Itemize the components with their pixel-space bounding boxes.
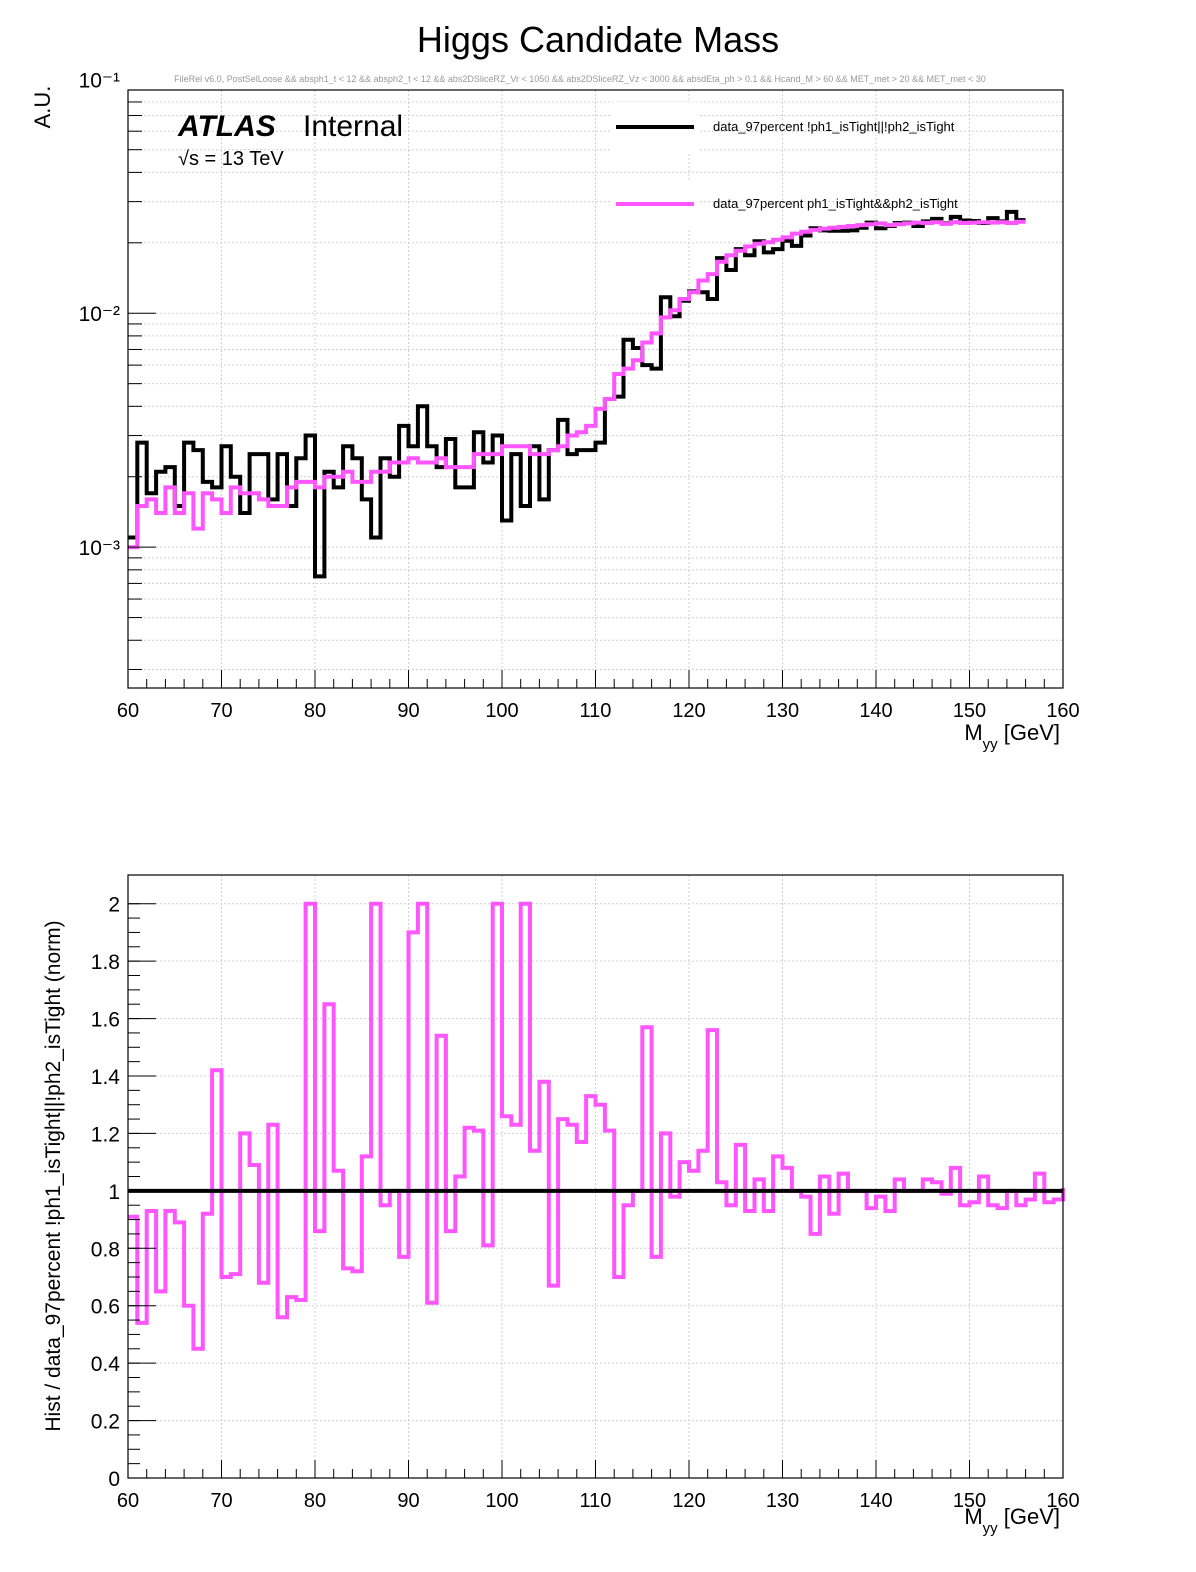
bottom-series-group [128, 901, 1065, 1351]
y-tick-label: 0 [108, 1468, 120, 1491]
x-tick-label: 110 [580, 1490, 612, 1512]
x-tick-label: 110 [580, 700, 612, 722]
x-tick-label: 150 [953, 1490, 986, 1512]
y-tick-label: 1.2 [91, 1123, 120, 1146]
series-line [128, 209, 1026, 579]
x-tick-label: 80 [304, 700, 326, 722]
top-grid [127, 89, 1064, 688]
x-tick-label: 120 [672, 1490, 705, 1512]
y-tick-label: 2 [108, 894, 120, 917]
energy-label: √s = 13 TeV [178, 148, 284, 170]
x-tick-label: 90 [397, 700, 419, 722]
x-tick-label: 60 [117, 1490, 139, 1512]
bottom-axes: 60 70 80 90 100 110 120 130 140 150 160 0 0.2 0.4 0.6 0… [91, 894, 1080, 1512]
chart-title: Higgs Candidate Mass [417, 19, 779, 60]
x-tick-label: 160 [1046, 1490, 1079, 1512]
y-tick-label: 0.6 [91, 1296, 120, 1319]
x-tick-label: 70 [210, 1490, 232, 1512]
series-line [128, 901, 1065, 1351]
atlas-label: ATLAS [177, 110, 276, 143]
y-tick-label: 10⁻³ [79, 537, 120, 560]
y-tick-label: 10⁻¹ [79, 69, 120, 92]
x-tick-label: 100 [485, 700, 518, 722]
x-tick-label: 100 [485, 1490, 518, 1512]
x-tick-label: 70 [210, 700, 232, 722]
top-axes: 60 70 80 90 100 110 120 130 140 150 160 10⁻³ 10⁻² 10⁻… [79, 69, 1080, 722]
x-tick-label: 160 [1046, 700, 1079, 722]
legend-label-comparison: data_97percent ph1_isTight&&ph2_isTight [713, 196, 958, 211]
top-y-label: A.U. [30, 86, 55, 129]
y-tick-label: 0.2 [91, 1411, 120, 1434]
x-tick-label: 140 [859, 1490, 892, 1512]
series-line [128, 219, 1026, 550]
y-tick-label: 1.6 [91, 1009, 120, 1032]
cut-string: FileRel v6.0, PostSelLoose && absph1_t <… [174, 74, 986, 84]
x-tick-label: 150 [953, 700, 986, 722]
y-tick-label: 10⁻² [79, 303, 120, 326]
x-tick-label: 80 [304, 1490, 326, 1512]
legend-label-reference: data_97percent !ph1_isTight||!ph2_isTigh… [713, 119, 955, 134]
x-tick-label: 90 [397, 1490, 419, 1512]
bottom-x-label: Myy [GeV] [964, 1504, 1060, 1537]
bottom-y-label: Hist / data_97percent !ph1_isTight||!ph2… [42, 920, 65, 1431]
x-tick-label: 120 [672, 700, 705, 722]
legend: data_97percent !ph1_isTight||!ph2_isTigh… [612, 102, 958, 230]
top-series-group [128, 209, 1026, 579]
x-tick-label: 140 [859, 700, 892, 722]
x-tick-label: 130 [766, 700, 799, 722]
y-tick-label: 0.8 [91, 1238, 120, 1261]
atlas-sub-label: Internal [303, 110, 403, 143]
y-tick-label: 0.4 [91, 1353, 121, 1376]
x-tick-label: 60 [117, 700, 139, 722]
y-tick-label: 1.8 [91, 951, 120, 974]
y-tick-label: 1.4 [91, 1066, 121, 1089]
y-tick-label: 1 [108, 1181, 120, 1204]
top-x-label: Myy [GeV] [964, 720, 1060, 753]
x-tick-label: 130 [766, 1490, 799, 1512]
